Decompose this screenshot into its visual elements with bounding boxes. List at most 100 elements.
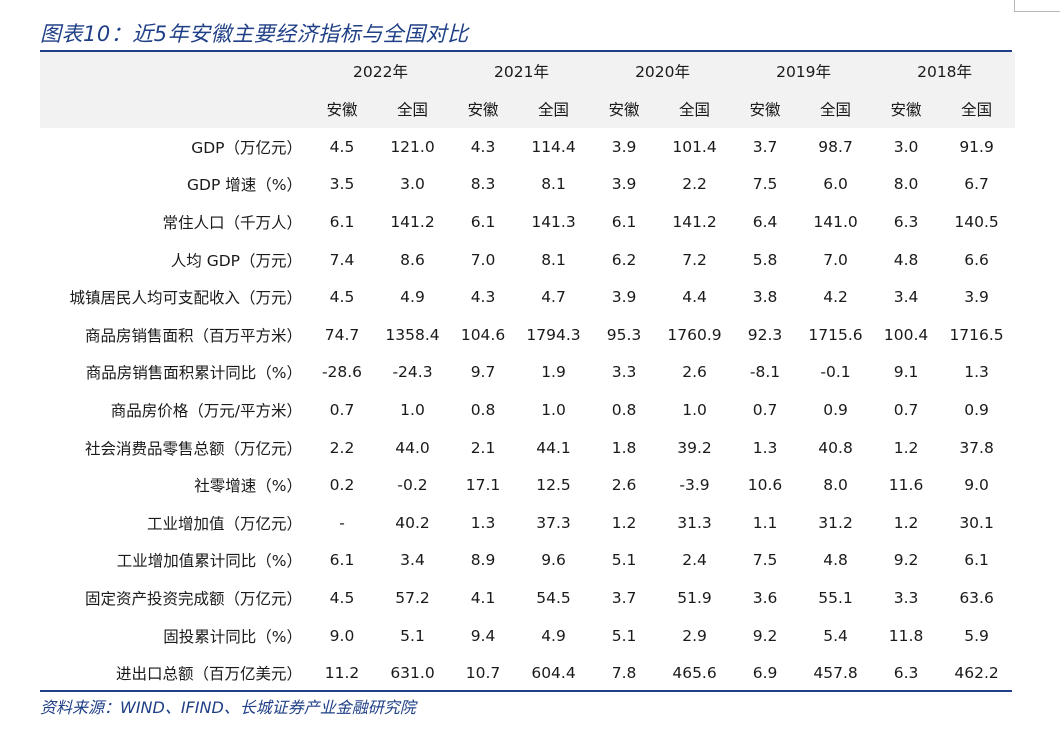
table-cell: 4.5 [329,137,355,156]
row-label: 人均 GDP（万元） [170,251,302,270]
row-label: GDP（万亿元） [191,138,302,157]
table-row: 城镇居民人均可支配收入（万元） 4.5 4.9 4.3 4.7 3.9 4.4 3.8 4.2 3… [40,278,1015,316]
table-cell: 5.1 [611,626,637,645]
table-cell: 2.2 [329,438,355,457]
table-cell: 6.6 [964,250,989,269]
table-cell: 5.9 [964,626,989,645]
table-cell: 5.4 [823,626,848,645]
table-cell: 95.3 [606,325,642,344]
table-cell: 6.1 [470,212,496,231]
year-header: 2020年 [592,52,734,90]
table-cell: 10.7 [465,664,501,683]
table-cell: 462.2 [954,664,999,683]
table-cell: 6.1 [964,551,989,570]
corner-cell [40,52,310,90]
table-cell: 101.4 [672,137,717,156]
table-cell: 54.5 [536,588,571,607]
table-cell: 37.3 [536,513,571,532]
table-cell: 8.6 [400,250,425,269]
table-cell: 6.1 [329,551,355,570]
table-cell: 4.3 [470,137,496,156]
table-cell: 9.2 [893,551,919,570]
table-cell: 51.9 [677,588,712,607]
table-row: 社零增速（%） 0.2 -0.2 17.1 12.5 2.6 -3.9 10.6 8.0 11.6… [40,466,1015,504]
table-cell: 141.2 [672,212,717,231]
table-cell: 6.7 [964,175,989,194]
table-cell: 9.4 [470,626,496,645]
table-cell: 3.7 [611,588,637,607]
table-cell: 5.1 [400,626,425,645]
table-cell: 3.9 [964,288,989,307]
table-cell: 7.2 [682,250,707,269]
year-header: 2022年 [310,52,452,90]
table-cell: 1794.3 [526,325,581,344]
row-label: 商品房销售面积累计同比（%） [85,364,302,383]
table-cell: 100.4 [883,325,929,344]
table-cell: 3.8 [752,288,778,307]
table-cell: 2.2 [682,175,707,194]
table-cell: 3.9 [611,175,637,194]
table-cell: 8.1 [541,175,566,194]
table-cell: 0.8 [611,400,637,419]
table-cell: 2.4 [682,551,707,570]
year-header-row: 2022年 2021年 2020年 2019年 2018年 [40,52,1016,90]
row-label: 城镇居民人均可支配收入（万元） [69,289,302,308]
table-cell: 74.7 [324,325,360,344]
table-cell: 4.7 [541,288,566,307]
row-label: GDP 增速（%） [187,176,302,195]
table-cell: 140.5 [954,212,999,231]
comparison-table: 2022年 2021年 2020年 2019年 2018年 安徽 全国 安徽 全国 安徽 全国 安徽… [40,52,1016,692]
table-cell: 7.8 [611,664,637,683]
table-cell: 6.3 [893,664,919,683]
table-cell: 1760.9 [667,325,722,344]
row-label: 工业增加值（万亿元） [146,514,302,533]
table-cell: 11.2 [324,664,360,683]
table-cell: 0.7 [752,400,778,419]
table-cell: 3.3 [611,363,637,382]
table-cell: 1.0 [541,400,566,419]
table-cell: 3.9 [611,137,637,156]
table-cell: 57.2 [395,588,430,607]
bottom-rule [40,690,1012,692]
table-row: 工业增加值累计同比（%） 6.1 3.4 8.9 9.6 5.1 2.4 7.5 4.8 9.2 6… [40,542,1015,580]
table-row: 商品房价格（万元/平方米） 0.7 1.0 0.8 1.0 0.8 1.0 0.7 0.9 0.7… [40,391,1015,429]
table-row: 工业增加值（万亿元） - 40.2 1.3 37.3 1.2 31.3 1.1 31.2 1.2 3… [40,504,1015,542]
table-row: GDP（万亿元） 4.5 121.0 4.3 114.4 3.9 101.4 3.7 98.7 3… [40,128,1015,166]
table-cell: 30.1 [959,513,994,532]
table-cell: 2.6 [682,363,707,382]
table-cell: 8.3 [470,175,496,194]
row-label: 社零增速（%） [194,477,302,496]
table-cell: 4.9 [400,288,425,307]
table-cell: 1358.4 [385,325,440,344]
table-cell: 6.3 [893,212,919,231]
table-cell: 114.4 [531,137,576,156]
table-cell: 6.1 [329,212,355,231]
table-cell: 4.5 [329,288,355,307]
table-body: GDP（万亿元） 4.5 121.0 4.3 114.4 3.9 101.4 3.7 98.7 3… [40,128,1015,692]
table-cell: 39.2 [677,438,712,457]
table-cell: 0.7 [893,400,919,419]
table-cell: 31.2 [818,513,853,532]
table-cell: 3.0 [400,175,425,194]
corner-mark-vertical [1014,0,1015,12]
table-cell: 12.5 [536,476,571,495]
table-cell: 604.4 [531,664,576,683]
table-cell: 9.1 [893,363,919,382]
table-cell: 6.4 [752,212,778,231]
table-cell: 7.0 [470,250,496,269]
table-cell: 7.0 [823,250,848,269]
table-cell: - [339,513,345,532]
region-header-anhui: 安徽 [733,90,798,128]
table-cell: 4.8 [823,551,848,570]
table-cell: 3.0 [893,137,919,156]
table-cell: -8.1 [749,363,781,382]
table-cell: 0.8 [470,400,496,419]
table-cell: 63.6 [959,588,994,607]
table-cell: 11.6 [888,476,924,495]
table-cell: -3.9 [679,476,710,495]
table-row: 社会消费品零售总额（万亿元） 2.2 44.0 2.1 44.1 1.8 39.2 1.3 40… [40,429,1015,467]
table-cell: 1.2 [611,513,637,532]
year-header: 2019年 [733,52,875,90]
region-header-national: 全国 [374,90,452,128]
table-cell: 7.4 [329,250,355,269]
